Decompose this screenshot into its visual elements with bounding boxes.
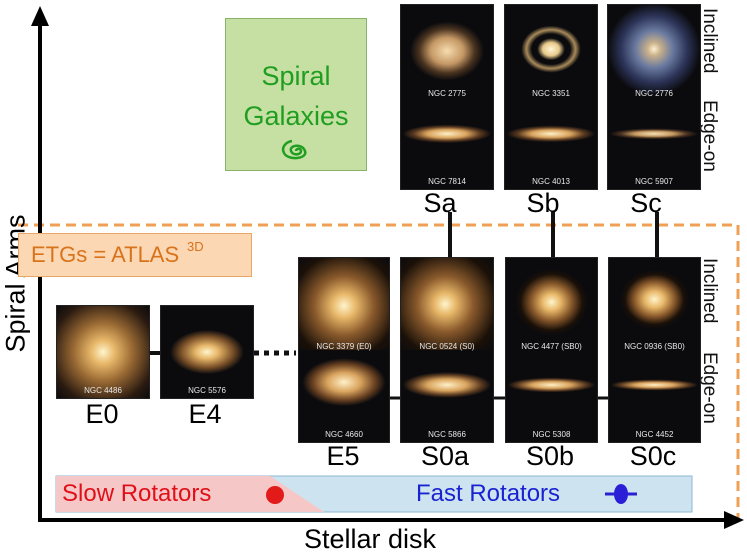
x-axis-arrowhead <box>724 511 744 529</box>
sc-edgeon-image <box>608 97 700 189</box>
s0b-edgeon-id: NGC 5308 <box>532 430 571 439</box>
s0c-edgeon-image <box>609 350 700 442</box>
sc-edgeon-id: NGC 5907 <box>635 177 673 186</box>
e5-edgeon-id: NGC 4660 <box>325 430 363 439</box>
class-label-e0: E0 <box>85 399 119 429</box>
sc-inclined-id: NGC 2776 <box>635 89 673 98</box>
s0-inclined-label: Inclined <box>699 258 720 324</box>
e5-inclined-id: NGC 3379 (E0) <box>316 342 372 351</box>
galaxy-panel-e0: NGC 4486 <box>56 305 150 399</box>
spiral-inclined-label: Inclined <box>699 8 720 74</box>
class-label-e4: E4 <box>188 399 222 429</box>
etg-box-text: ETGs = ATLAS <box>31 242 180 267</box>
sa-inclined-id: NGC 2775 <box>428 89 466 98</box>
e4-id: NGC 5576 <box>188 386 226 395</box>
galaxy-panel-e5: NGC 3379 (E0) NGC 4660 <box>298 257 390 443</box>
sa-edgeon-id: NGC 7814 <box>428 177 466 186</box>
sb-edgeon-image <box>505 97 597 189</box>
sb-edgeon-id: NGC 4013 <box>532 177 570 186</box>
galaxy-panel-sc: NGC 2776 NGC 5907 <box>607 4 701 190</box>
s0a-edgeon-id: NGC 5866 <box>428 430 466 439</box>
s0a-edgeon-image <box>401 350 493 442</box>
sa-edgeon-image <box>401 97 493 189</box>
slow-rotator-marker <box>266 486 284 504</box>
galaxy-panel-s0a: NGC 0524 (S0) NGC 5866 <box>400 257 494 443</box>
spiral-box-line2: Galaxies <box>243 101 349 131</box>
atlas-dashed-border <box>18 223 740 518</box>
class-label-sa: Sa <box>423 188 457 218</box>
galaxy-panel-sa: NGC 2775 NGC 7814 <box>400 4 494 190</box>
spiral-box-line1: Spiral <box>261 61 331 91</box>
spiral-galaxies-box: Spiral Galaxies <box>225 18 367 171</box>
s0b-edgeon-image <box>506 350 597 442</box>
slow-rotators-label: Slow Rotators <box>62 480 212 507</box>
slow-rotators-bg <box>56 476 324 512</box>
galaxy-panel-e4: NGC 5576 <box>160 305 254 399</box>
s0c-edgeon-id: NGC 4452 <box>635 430 674 439</box>
class-label-sb: Sb <box>526 188 560 218</box>
class-label-sc: Sc <box>630 188 662 218</box>
s0c-inclined-image <box>609 258 700 350</box>
sc-inclined-image <box>608 5 700 97</box>
e5-edgeon-image <box>299 350 389 442</box>
s0b-inclined-image <box>506 258 597 350</box>
class-label-e5: E5 <box>326 441 360 471</box>
galaxy-panel-s0b: NGC 4477 (SB0) NGC 5308 <box>505 257 598 443</box>
class-label-s0c: S0c <box>629 441 677 471</box>
galaxy-panel-s0c: NGC 0936 (SB0) NGC 4452 <box>608 257 701 443</box>
e5-inclined-image <box>299 258 389 350</box>
spiral-icon <box>281 139 307 160</box>
galaxy-panel-sb: NGC 3351 NGC 4013 <box>504 4 598 190</box>
sa-inclined-image <box>401 5 493 97</box>
s0a-inclined-image <box>401 258 493 350</box>
etg-box-superscript: 3D <box>187 239 204 254</box>
fast-rotators-label: Fast Rotators <box>416 480 561 507</box>
etg-atlas-box: ETGs = ATLAS 3D <box>18 233 252 277</box>
s0b-inclined-id: NGC 4477 (SB0) <box>521 342 582 351</box>
x-axis-label: Stellar disk <box>303 524 437 554</box>
sb-inclined-id: NGC 3351 <box>532 89 570 98</box>
y-axis-arrowhead <box>31 6 49 26</box>
sb-inclined-image <box>505 5 597 97</box>
s0a-inclined-id: NGC 0524 (S0) <box>419 342 475 351</box>
e0-id: NGC 4486 <box>84 386 122 395</box>
spiral-edgeon-label: Edge-on <box>699 100 720 172</box>
s0-edgeon-label: Edge-on <box>699 352 720 424</box>
s0c-inclined-id: NGC 0936 (SB0) <box>624 342 685 351</box>
class-label-s0a: S0a <box>420 441 470 471</box>
class-label-s0b: S0b <box>525 441 575 471</box>
